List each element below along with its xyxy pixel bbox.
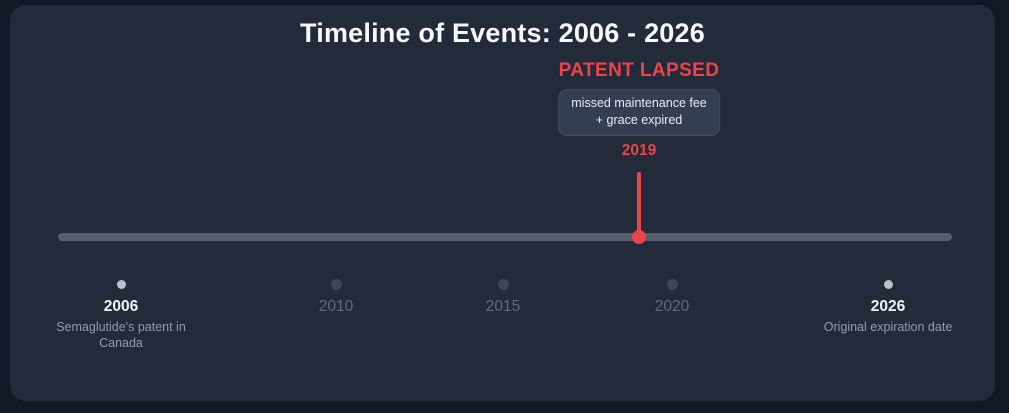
event-year-label: 2010 — [318, 298, 354, 315]
timeline-event-2010: 2010 — [246, 279, 426, 319]
event-dot-wrap — [497, 279, 509, 290]
event-year-label: 2015 — [485, 298, 521, 315]
marker-dot-2019[interactable] — [632, 230, 646, 244]
marker-year-label: 2019 — [621, 142, 657, 159]
marker-line-2019 — [637, 172, 641, 238]
timeline-card: Timeline of Events: 2006 - 2026 PATENT L… — [10, 5, 995, 401]
event-year-label: 2026 — [870, 298, 906, 315]
event-sublabel: Semaglutide's patent in Canada — [56, 320, 186, 350]
event-dot-wrap — [116, 279, 126, 290]
page-title: Timeline of Events: 2006 - 2026 — [300, 18, 705, 48]
event-dot-wrap — [666, 279, 678, 290]
timeline-bar — [58, 233, 952, 241]
timeline-event-2020: 2020 — [582, 279, 762, 319]
timeline-event-2006: 2006 Semaglutide's patent in Canada — [31, 279, 211, 351]
event-dot-2006[interactable] — [116, 280, 126, 289]
event-dot-2015[interactable] — [497, 279, 509, 290]
timeline-event-2015: 2015 — [413, 279, 593, 319]
event-dot-wrap — [330, 279, 342, 290]
event-dot-2020[interactable] — [666, 279, 678, 290]
patent-lapsed-heading: PATENT LAPSED — [558, 60, 720, 81]
event-tooltip: missed maintenance fee + grace expired — [558, 89, 720, 136]
tooltip-line-2: + grace expired — [595, 113, 683, 127]
timeline-event-2026: 2026 Original expiration date — [798, 279, 978, 335]
tooltip-line-1: missed maintenance fee — [571, 96, 707, 110]
event-year-label: 2006 — [103, 298, 139, 315]
event-dot-wrap — [883, 279, 893, 290]
event-sublabel: Original expiration date — [823, 320, 953, 334]
event-dot-2026[interactable] — [883, 280, 893, 289]
event-year-label: 2020 — [654, 298, 690, 315]
event-dot-2010[interactable] — [330, 279, 342, 290]
